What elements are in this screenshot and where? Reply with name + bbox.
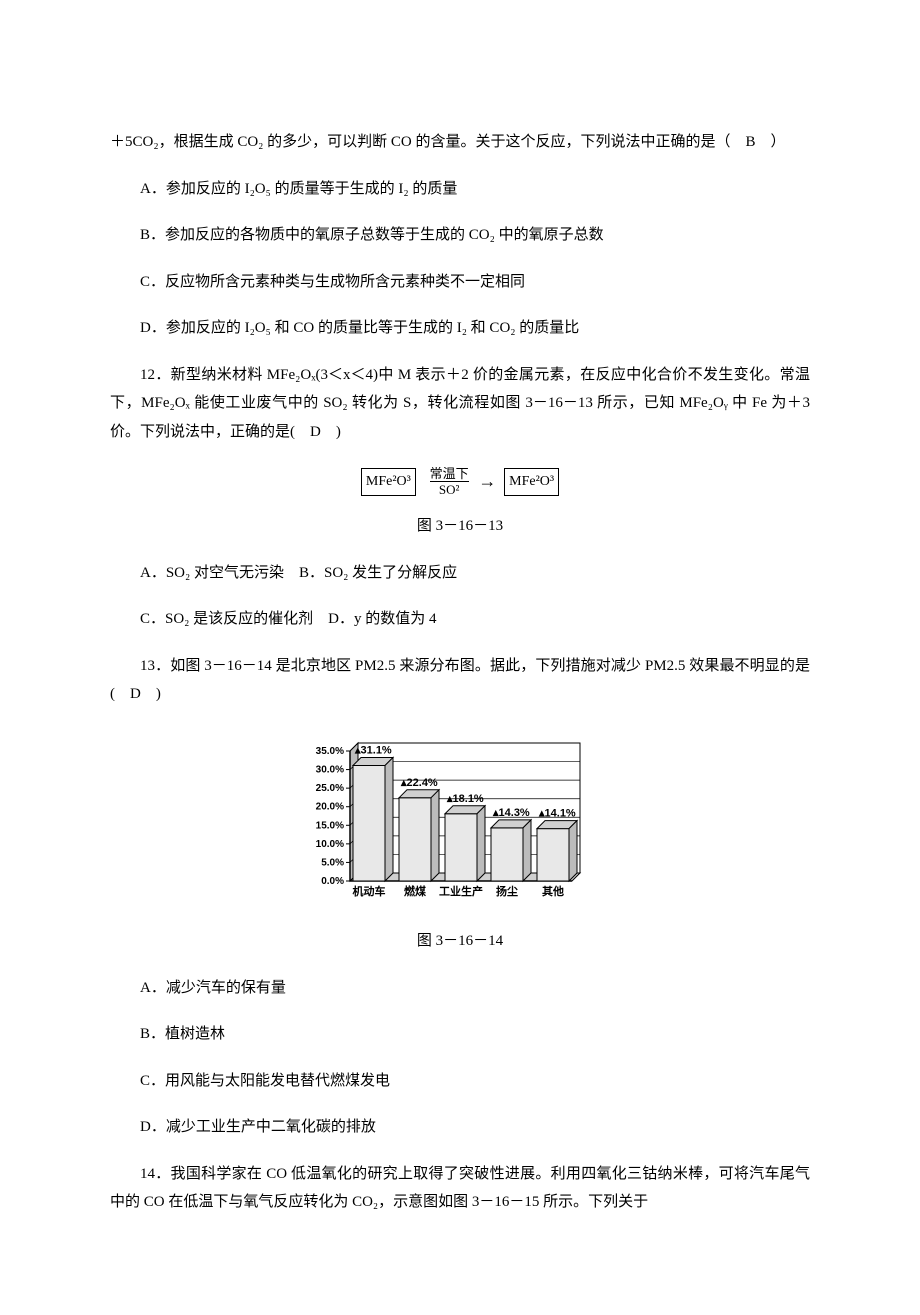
page-root: ＋5CO₂，根据生成 CO₂ 的多少，可以判断 CO 的含量。关于这个反应，下列…	[0, 0, 920, 1315]
svg-text:扬尘: 扬尘	[496, 884, 518, 898]
q13-option-b: B．植树造林	[110, 1020, 810, 1049]
svg-text:燃煤: 燃煤	[403, 884, 427, 898]
svg-text:35.0%: 35.0%	[316, 746, 344, 757]
pm25-chart-svg: 0.0% 5.0% 10.0% 15.0% 20.0% 25.0% 30.0% 35.0% ▴3…	[300, 727, 620, 903]
q12-caption: 图 3－16－13	[110, 512, 810, 541]
svg-text:其他: 其他	[542, 884, 564, 898]
svg-text:▴18.1%: ▴18.1%	[446, 792, 484, 804]
q12-diagram: MFe²O³ 常温下 SO² → MFe²O³	[110, 464, 810, 498]
pm25-chart-wrap: 0.0% 5.0% 10.0% 15.0% 20.0% 25.0% 30.0% 35.0% ▴3…	[110, 727, 810, 914]
q13-caption: 图 3－16－14	[110, 927, 810, 956]
q11-option-d: D．参加反应的 I₂O₅ 和 CO 的质量比等于生成的 I₂ 和 CO₂ 的质量…	[110, 314, 810, 343]
q13-option-a: A．减少汽车的保有量	[110, 974, 810, 1003]
svg-text:10.0%: 10.0%	[316, 839, 344, 850]
svg-text:15.0%: 15.0%	[316, 820, 344, 831]
pm25-chart: 0.0% 5.0% 10.0% 15.0% 20.0% 25.0% 30.0% 35.0% ▴3…	[300, 727, 620, 903]
q12-option-ab: A．SO₂ 对空气无污染 B．SO₂ 发生了分解反应	[110, 559, 810, 588]
svg-text:▴14.3%: ▴14.3%	[492, 807, 530, 819]
svg-text:▴22.4%: ▴22.4%	[400, 776, 438, 788]
q11-intro: ＋5CO₂，根据生成 CO₂ 的多少，可以判断 CO 的含量。关于这个反应，下列…	[110, 128, 810, 157]
svg-text:25.0%: 25.0%	[316, 783, 344, 794]
svg-text:5.0%: 5.0%	[321, 857, 344, 868]
q12-option-cd: C．SO₂ 是该反应的催化剂 D．y 的数值为 4	[110, 605, 810, 634]
q12-intro: 12．新型纳米材料 MFe₂Oₓ(3＜x＜4)中 M 表示＋2 价的金属元素，在…	[110, 361, 810, 447]
svg-text:20.0%: 20.0%	[316, 801, 344, 812]
q13-intro: 13．如图 3－16－14 是北京地区 PM2.5 来源分布图。据此，下列措施对…	[110, 652, 810, 709]
svg-text:工业生产: 工业生产	[439, 884, 483, 898]
q14-intro: 14．我国科学家在 CO 低温氧化的研究上取得了突破性进展。利用四氧化三钴纳米棒…	[110, 1160, 810, 1217]
q13-option-d: D．减少工业生产中二氧化碳的排放	[110, 1113, 810, 1142]
q11-option-a: A．参加反应的 I₂O₅ 的质量等于生成的 I₂ 的质量	[110, 175, 810, 204]
formula-condition-top: 常温下	[430, 467, 469, 480]
svg-text:30.0%: 30.0%	[316, 764, 344, 775]
svg-text:▴14.1%: ▴14.1%	[538, 807, 576, 819]
svg-text:0.0%: 0.0%	[321, 876, 344, 887]
svg-text:机动车: 机动车	[353, 884, 386, 898]
q11-option-c: C．反应物所含元素种类与生成物所含元素种类不一定相同	[110, 268, 810, 297]
formula-condition: 常温下 SO²	[430, 467, 469, 496]
q11-option-b: B．参加反应的各物质中的氧原子总数等于生成的 CO₂ 中的氧原子总数	[110, 221, 810, 250]
arrow-icon: →	[478, 471, 496, 491]
svg-text:▴31.1%: ▴31.1%	[354, 744, 392, 756]
q13-option-c: C．用风能与太阳能发电替代燃煤发电	[110, 1067, 810, 1096]
formula-left-box: MFe²O³	[361, 468, 416, 497]
formula-right-box: MFe²O³	[504, 468, 559, 497]
formula-condition-bot: SO²	[430, 481, 469, 496]
